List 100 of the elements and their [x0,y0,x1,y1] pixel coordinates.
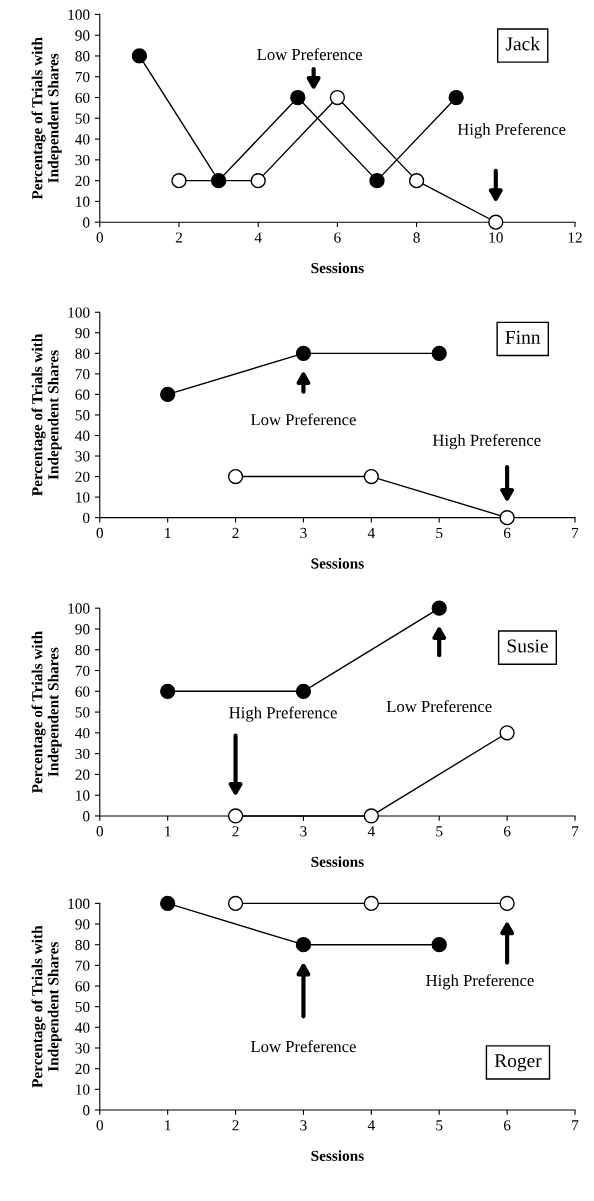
x-tick-label: 3 [300,826,307,837]
x-tick-label: 7 [572,1120,579,1131]
x-tick-label: 12 [568,232,582,243]
y-axis-title: Percentage of Trials with Independent Shares [31,37,62,200]
y-tick-label: 20 [75,1063,90,1075]
y-tick-label: 80 [75,51,90,62]
point [329,89,346,106]
x-tick-label: 5 [436,1120,443,1131]
x-tick-label: 4 [367,527,375,538]
y-tick-label: 70 [75,369,90,380]
point [499,725,515,741]
y-tick-label: 100 [68,603,90,614]
x-tick-label: 5 [436,826,443,837]
y-tick-label: 40 [75,430,90,441]
point [431,600,447,616]
y-tick-label: 30 [75,748,90,760]
annotation: Susie [507,639,548,653]
point [499,509,515,526]
y-tick-label: 100 [68,307,90,318]
x-tick-label: 4 [367,826,375,837]
x-tick-label: 0 [96,232,104,243]
y-tick-label: 100 [68,898,90,909]
y-axis-title: Percentage of Trials with Independent Shares [31,925,62,1088]
x-tick-label: 2 [232,826,239,837]
point [227,808,244,824]
y-tick-label: 50 [75,707,90,718]
y-tick-label: 60 [75,686,90,697]
point [408,172,425,189]
x-tick-label: 2 [175,232,182,243]
y-tick-label: 80 [75,644,90,656]
point [131,48,148,64]
x-tick-label: 6 [503,1120,511,1131]
point [250,172,266,189]
y-tick-label: 60 [75,981,90,992]
y-tick-label: 60 [75,92,90,103]
y-tick-label: 30 [75,1043,90,1054]
point [160,683,176,699]
y-axis-title: Percentage of Trials with Independent Shares [31,631,62,794]
point [210,172,227,189]
x-tick-label: 4 [367,1120,375,1131]
x-tick-label: 0 [96,1120,104,1131]
point [363,808,379,824]
y-tick-label: 60 [75,389,90,400]
x-tick-label: 8 [413,232,420,243]
point [448,89,464,106]
x-tick-label: 4 [254,232,262,243]
annotation: Roger [494,1054,542,1072]
x-tick-label: 7 [572,527,579,538]
y-tick-label: 50 [75,410,90,421]
point [363,468,379,485]
x-tick-label: 0 [96,527,104,539]
x-axis-title: Sessions [311,262,364,274]
y-tick-label: 80 [75,348,90,359]
y-tick-label: 50 [75,1001,90,1013]
x-axis-title: Sessions [311,856,364,867]
annotation: High Preference [432,433,541,450]
point [295,683,312,699]
y-tick-label: 90 [75,30,90,41]
y-tick-label: 80 [75,939,90,951]
point [295,345,312,361]
y-tick-label: 90 [75,624,90,635]
y-tick-label: 0 [83,512,90,524]
y-tick-label: 40 [75,134,90,145]
x-tick-label: 6 [503,527,511,539]
x-axis-title: Sessions [311,557,364,569]
annotation: Low Preference [250,1040,356,1053]
y-tick-label: 90 [75,327,90,339]
annotation: High Preference [426,974,534,990]
x-tick-label: 6 [503,826,511,837]
x-tick-label: 3 [300,1120,307,1131]
point [488,214,504,230]
y-tick-label: 10 [76,492,90,503]
x-tick-label: 1 [165,826,171,837]
y-tick-label: 90 [75,919,90,930]
point [431,345,447,361]
x-tick-label: 10 [489,232,503,243]
y-tick-label: 20 [75,769,90,780]
x-tick-label: 5 [436,527,443,539]
y-tick-label: 0 [83,1105,90,1116]
y-tick-label: 70 [75,665,90,676]
y-tick-label: 40 [75,1022,90,1033]
x-tick-label: 0 [96,826,104,837]
annotation: Low Preference [250,413,356,426]
y-tick-label: 50 [75,113,90,124]
y-tick-label: 0 [83,217,90,228]
x-tick-label: 3 [300,527,307,539]
y-tick-label: 100 [68,9,90,20]
y-tick-label: 10 [76,790,90,801]
x-tick-label: 1 [165,1120,171,1131]
annotation: Low Preference [386,700,492,713]
y-axis-title: Percentage of Trials with Independent Shares [31,333,62,496]
x-tick-label: 2 [232,1120,239,1131]
annotation: High Preference [457,123,566,139]
annotation: Low Preference [257,48,363,61]
point [171,172,187,189]
y-tick-label: 30 [75,451,90,462]
y-tick-label: 20 [75,175,90,187]
y-tick-label: 70 [75,71,90,83]
x-tick-label: 1 [165,527,171,538]
point [369,172,385,189]
